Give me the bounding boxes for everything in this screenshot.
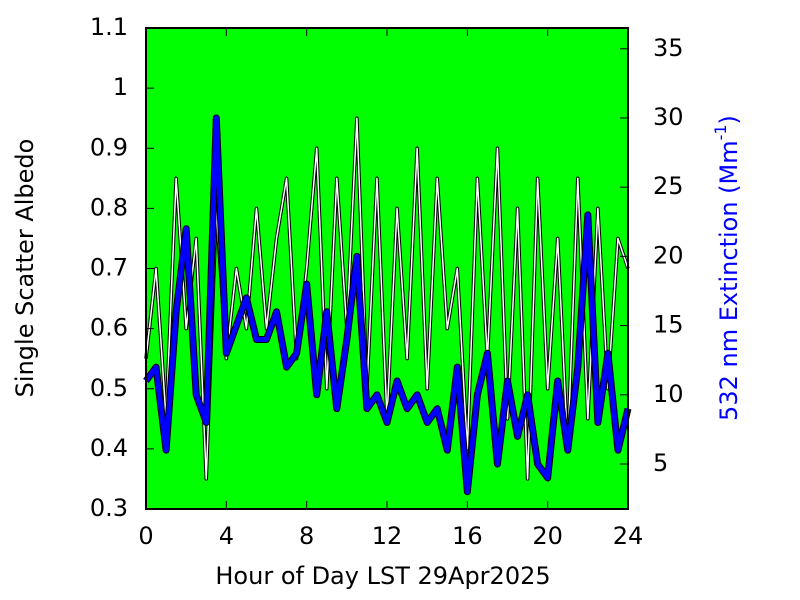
y2-axis-label: 532 nm Extinction (Mm-1) xyxy=(711,115,744,421)
y-tick-label: 0.6 xyxy=(90,314,128,342)
x-tick-label: 24 xyxy=(613,522,644,550)
plot-background xyxy=(146,28,628,509)
y-tick-label: 1.1 xyxy=(90,13,128,41)
y-tick-label: 0.8 xyxy=(90,193,128,221)
data-line xyxy=(143,115,631,495)
x-tick-label: 8 xyxy=(299,522,314,550)
y-tick-label: 0.4 xyxy=(90,434,128,462)
x-axis-label: Hour of Day LST 29Apr2025 xyxy=(215,562,550,590)
x-tick-label: 4 xyxy=(219,522,234,550)
y-tick-label: 0.5 xyxy=(90,374,128,402)
y2-tick-label: 35 xyxy=(653,34,684,62)
y2-tick-label: 30 xyxy=(653,103,684,131)
y-tick-label: 0.9 xyxy=(90,133,128,161)
y2-tick-label: 20 xyxy=(653,241,684,269)
y2-tick-label: 10 xyxy=(653,380,684,408)
y2-tick-label: 25 xyxy=(653,172,684,200)
y2-tick-label: 5 xyxy=(653,449,668,477)
marks xyxy=(143,114,632,496)
x-tick-label: 0 xyxy=(138,522,153,550)
y2-label-text: 532 nm Extinction (Mm xyxy=(715,140,743,421)
x-tick-label: 16 xyxy=(452,522,483,550)
y2-tick-label: 15 xyxy=(653,311,684,339)
y2-label-sup: -1 xyxy=(711,124,730,140)
y2-label-end: ) xyxy=(715,115,743,124)
x-tick-label: 12 xyxy=(372,522,403,550)
y-axis-label: Single Scatter Albedo xyxy=(11,139,39,398)
y-tick-label: 0.7 xyxy=(90,254,128,282)
x-tick-label: 20 xyxy=(532,522,563,550)
y-tick-label: 1 xyxy=(113,73,128,101)
y-tick-label: 0.3 xyxy=(90,494,128,522)
